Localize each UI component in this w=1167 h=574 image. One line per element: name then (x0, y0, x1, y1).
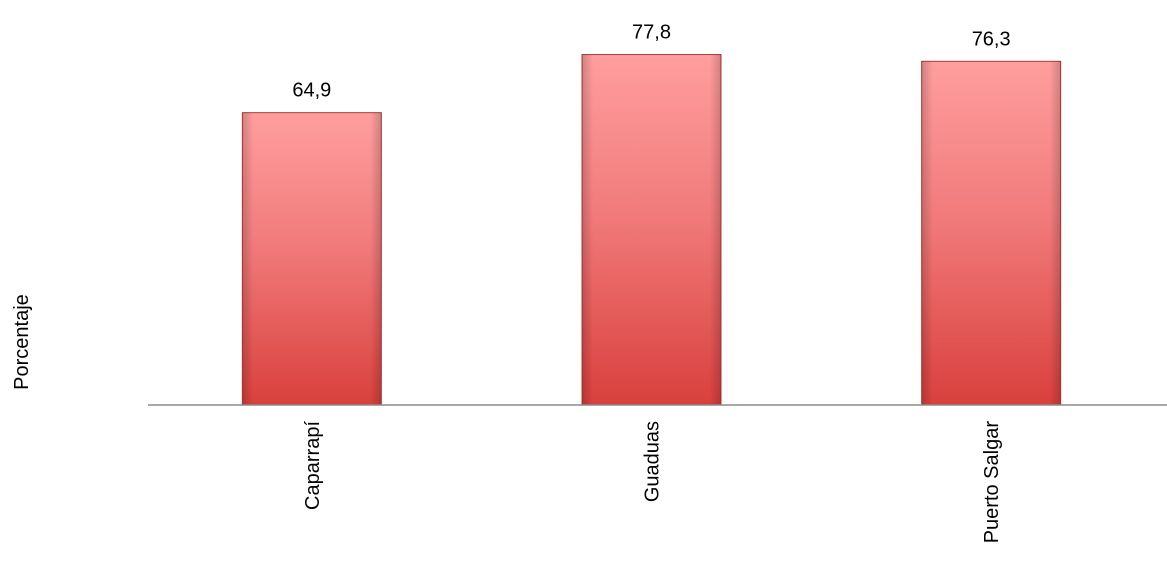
bar-2 (581, 54, 722, 406)
bar-shade (582, 54, 721, 405)
x-tick-labels-layer: Caparrapí Guaduas Puerto Salgar (302, 421, 1003, 544)
bar-3 (921, 60, 1062, 406)
value-label-3: 76,3 (972, 28, 1011, 50)
x-tick-label-3: Puerto Salgar (981, 421, 1003, 544)
y-axis-label: Porcentaje (11, 294, 33, 390)
bar-1 (241, 112, 382, 406)
bar-shade (242, 112, 382, 405)
x-tick-label-2: Guaduas (642, 421, 664, 502)
bars-layer (241, 54, 1062, 406)
bar-shade (921, 61, 1061, 406)
value-labels-layer: 64,9 77,8 76,3 (292, 22, 1010, 102)
value-label-2: 77,8 (632, 22, 671, 44)
value-label-1: 64,9 (292, 80, 331, 102)
x-tick-label-1: Caparrapí (302, 421, 324, 510)
